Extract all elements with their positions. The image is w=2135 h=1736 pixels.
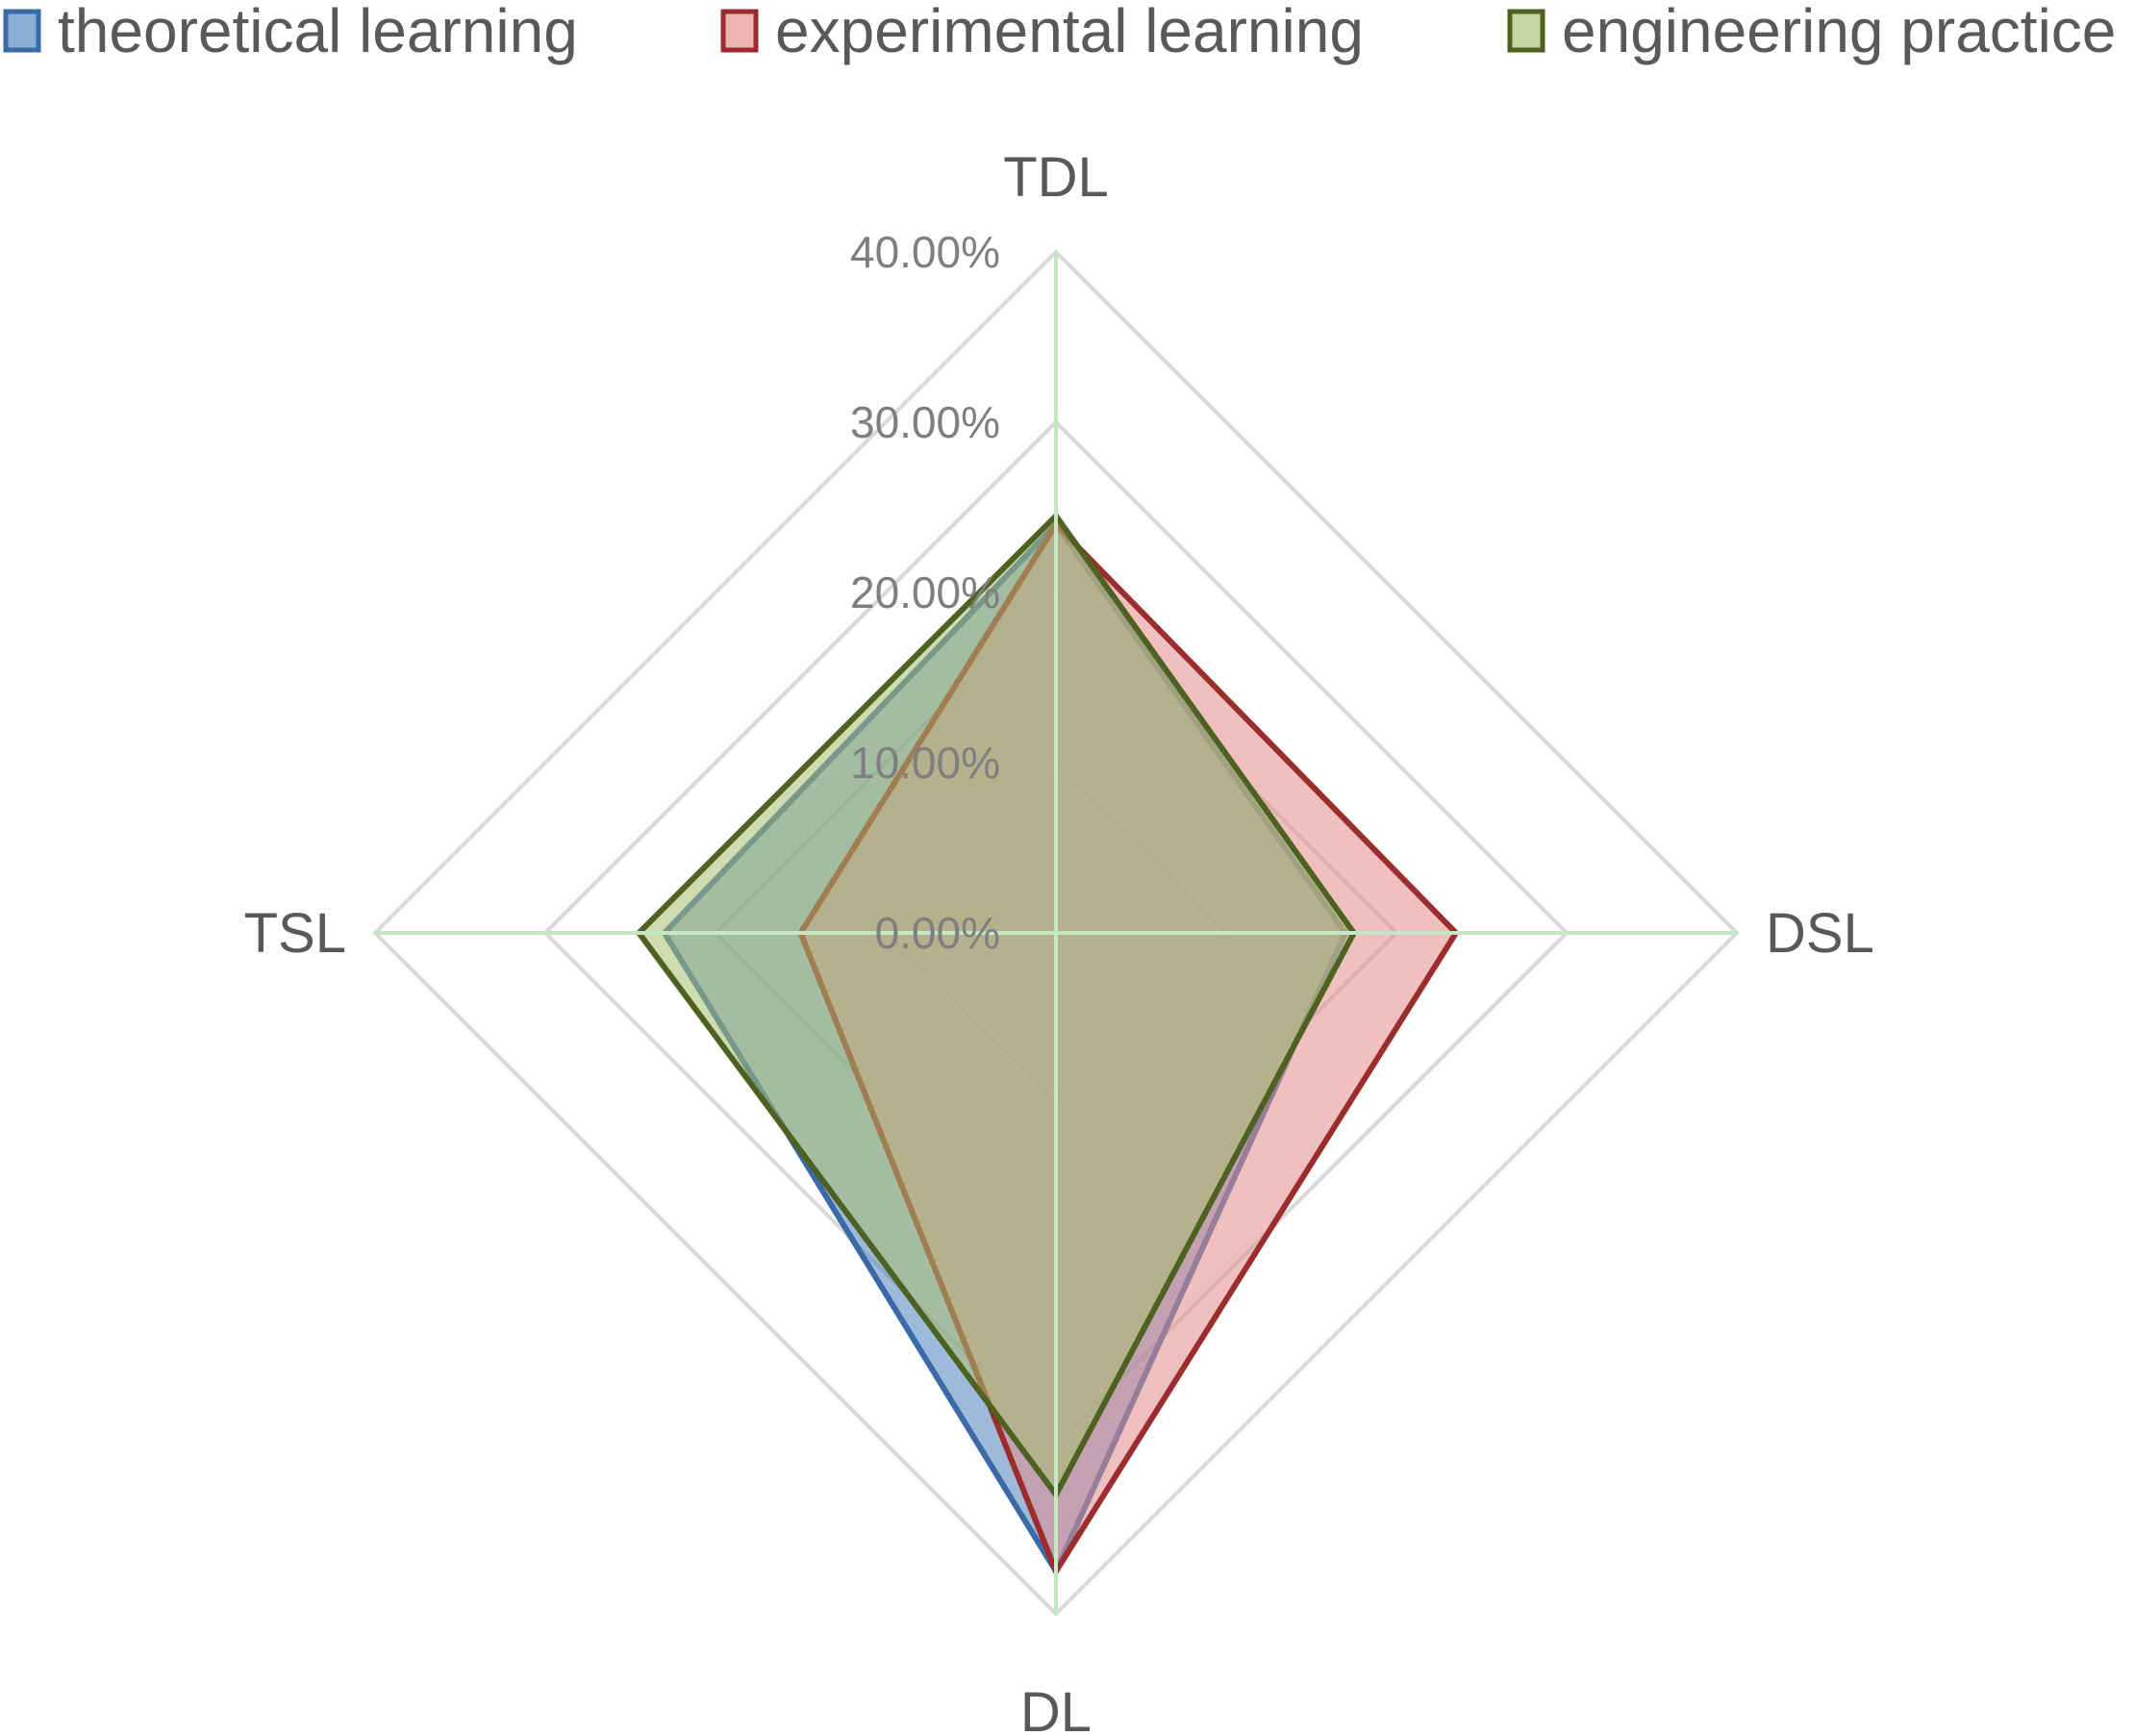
tick-label-0: 0.00%	[875, 908, 1000, 958]
axis-label-TSL: TSL	[244, 902, 346, 965]
legend-label-theoretical-learning: theoretical learning	[58, 0, 578, 65]
legend-swatch-theoretical-learning	[3, 9, 41, 53]
axis-label-DSL: DSL	[1766, 902, 1874, 965]
axis-label-TDL: TDL	[1003, 146, 1109, 209]
tick-label-2: 20.00%	[850, 567, 1000, 617]
tick-label-1: 10.00%	[850, 738, 1000, 788]
tick-label-4: 40.00%	[850, 227, 1000, 277]
radar-spokes	[375, 252, 1737, 1614]
legend-label-engineering-practice: engineering practice	[1562, 0, 2116, 65]
tick-labels: 0.00% 10.00% 20.00% 30.00% 40.00%	[850, 227, 1000, 958]
series-area-engineering-practice	[635, 511, 1358, 1500]
legend-swatch-engineering-practice	[1507, 9, 1545, 53]
axis-labels: TDL DSL DL TSL	[244, 146, 1874, 1736]
tick-label-3: 30.00%	[850, 397, 1000, 447]
axis-label-DL: DL	[1020, 1681, 1092, 1731]
legend: theoretical learning experimental learnin…	[3, 0, 2116, 65]
legend-swatch-experimental-learning	[720, 9, 759, 53]
legend-label-experimental-learning: experimental learning	[775, 0, 1364, 65]
series-layer	[635, 511, 1460, 1578]
